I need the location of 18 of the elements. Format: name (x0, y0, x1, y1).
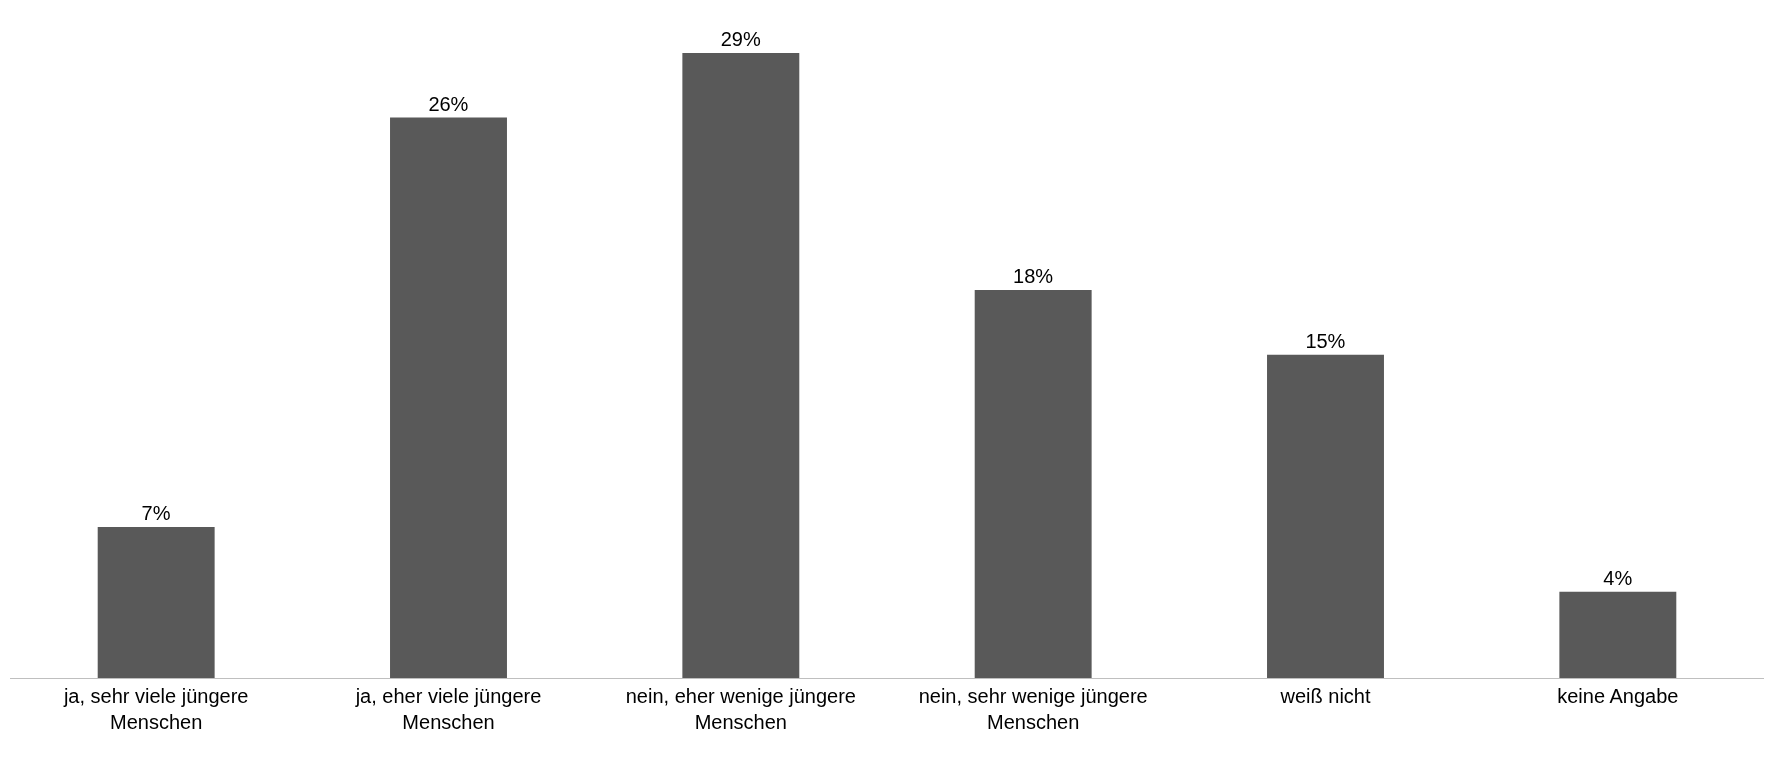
bar (97, 527, 215, 678)
bar (974, 290, 1092, 678)
x-tick-label: ja, eher viele jüngere Menschen (354, 685, 542, 733)
x-tick-label: weiß nicht (1279, 685, 1371, 707)
x-tick-label: ja, sehr viele jüngere Menschen (62, 685, 249, 733)
data-label: 18% (1013, 265, 1054, 288)
bar (390, 117, 507, 678)
data-label: 4% (1603, 566, 1633, 589)
data-label: 29% (720, 27, 761, 50)
bar (682, 52, 800, 678)
bar (1559, 591, 1677, 678)
data-label: 15% (1305, 329, 1346, 352)
x-tick-label: nein, sehr wenige jüngere Menschen (918, 685, 1148, 733)
data-label: 7% (141, 502, 171, 525)
data-label: 26% (428, 92, 469, 115)
x-tick-label: keine Angabe (1557, 685, 1679, 707)
bar (1267, 354, 1384, 678)
x-tick-label: nein, eher wenige jüngere Menschen (625, 685, 856, 733)
